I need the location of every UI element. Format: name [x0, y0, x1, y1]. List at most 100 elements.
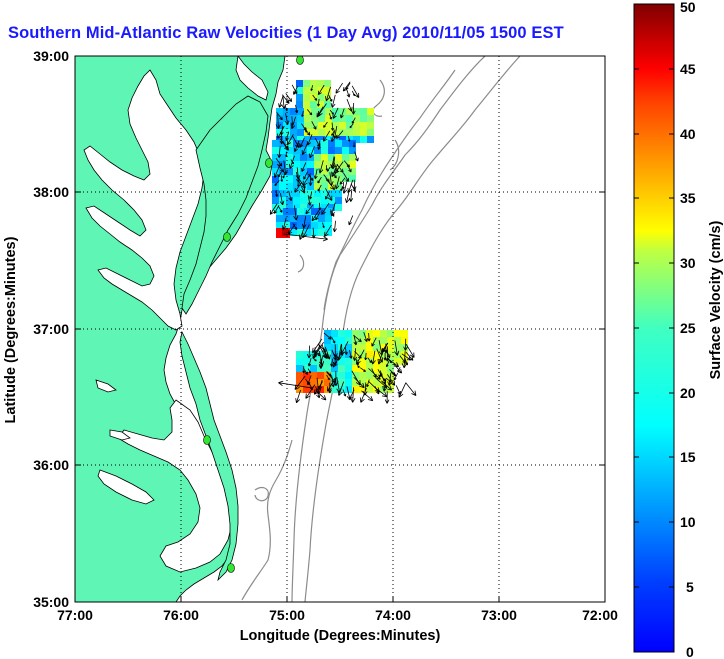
velocity-cell: [283, 222, 290, 229]
velocity-cell: [279, 204, 286, 211]
velocity-cell: [380, 337, 387, 344]
velocity-vector: [318, 160, 324, 174]
velocity-cell: [366, 386, 373, 393]
velocity-cell: [318, 222, 325, 229]
velocity-cell: [286, 197, 293, 204]
velocity-vector: [322, 347, 329, 359]
velocity-cell: [279, 161, 286, 168]
velocity-cell: [283, 215, 290, 222]
velocity-vector: [348, 136, 351, 142]
velocity-cell: [290, 108, 297, 115]
velocity-cell: [394, 330, 401, 337]
velocity-cell: [360, 136, 367, 143]
velocity-vector: [308, 174, 314, 181]
velocity-cell: [304, 222, 311, 229]
velocity-cell: [324, 337, 331, 344]
velocity-cell: [332, 136, 339, 143]
velocity-cell: [345, 372, 352, 379]
velocity-cell: [272, 161, 279, 168]
velocity-vector: [280, 175, 284, 182]
velocity-cell: [310, 386, 317, 393]
colorbar-ticks: [634, 3, 674, 588]
velocity-cell: [328, 183, 335, 190]
velocity-cell: [353, 108, 360, 115]
velocity-cell: [387, 379, 394, 386]
velocity-cell: [331, 358, 338, 365]
velocity-cell: [366, 365, 373, 372]
velocity-vector: [376, 378, 388, 389]
velocity-vector: [398, 382, 407, 398]
velocity-cell: [367, 129, 374, 136]
velocity-cell: [353, 115, 360, 122]
velocity-vector: [344, 347, 348, 355]
velocity-vector: [325, 86, 331, 102]
velocity-cell: [310, 372, 317, 379]
y-tick-label: 38:00: [33, 184, 69, 200]
velocity-cell: [325, 108, 332, 115]
velocity-vector: [380, 374, 386, 382]
velocity-vector: [315, 211, 321, 221]
colorbar-tick-label: 0: [686, 644, 694, 659]
velocity-cell: [345, 386, 352, 393]
velocity-cell: [324, 80, 331, 87]
velocity-cell: [297, 222, 304, 229]
velocity-cell: [324, 87, 331, 94]
map-gridlines: [75, 56, 605, 602]
velocity-cell: [300, 190, 307, 197]
velocity-cell: [359, 379, 366, 386]
velocity-cell: [307, 197, 314, 204]
velocity-cell: [335, 161, 342, 168]
velocity-cell: [367, 122, 374, 129]
velocity-cell: [310, 365, 317, 372]
velocity-vector: [323, 332, 332, 340]
velocity-cell: [321, 168, 328, 175]
velocity-cell: [300, 176, 307, 183]
velocity-cell: [304, 122, 311, 129]
velocity-vector: [326, 374, 330, 381]
velocity-vector: [389, 369, 396, 376]
velocity-cell: [346, 122, 353, 129]
velocity-vector: [326, 166, 331, 172]
velocity-cell: [300, 147, 307, 154]
velocity-cell: [367, 108, 374, 115]
velocity-vector: [346, 99, 353, 112]
velocity-vector: [301, 142, 309, 155]
velocity-vector: [309, 191, 313, 200]
velocity-cell: [380, 365, 387, 372]
colorbar-tick-label: 30: [680, 255, 696, 271]
velocity-cell: [380, 372, 387, 379]
velocity-vector: [345, 87, 351, 98]
velocity-cell: [349, 154, 356, 161]
velocity-cell: [360, 108, 367, 115]
velocity-cell: [290, 229, 297, 236]
velocity-cell: [272, 183, 279, 190]
velocity-vector: [354, 151, 359, 162]
velocity-cell: [293, 183, 300, 190]
velocity-cell: [279, 183, 286, 190]
velocity-vector: [277, 171, 282, 178]
velocity-vector: [281, 217, 287, 230]
velocity-cell: [359, 330, 366, 337]
velocity-cell: [328, 168, 335, 175]
bathymetry-contours: [241, 56, 521, 602]
velocity-cell: [297, 229, 304, 236]
velocity-cell: [380, 330, 387, 337]
velocity-cell: [328, 176, 335, 183]
velocity-cell: [272, 154, 279, 161]
velocity-cell: [346, 108, 353, 115]
velocity-cell: [352, 372, 359, 379]
velocity-cell: [332, 115, 339, 122]
velocity-cell: [293, 204, 300, 211]
velocity-cell: [272, 147, 279, 154]
velocity-cell: [339, 129, 346, 136]
velocity-cell: [359, 337, 366, 344]
velocity-cell: [303, 94, 310, 101]
velocity-cell: [290, 136, 297, 143]
velocity-vector: [367, 332, 371, 342]
velocity-vector: [277, 146, 282, 158]
velocity-cell: [314, 190, 321, 197]
velocity-vector: [283, 233, 328, 242]
velocity-vector: [274, 179, 280, 187]
velocity-cell: [279, 190, 286, 197]
velocity-cell: [286, 147, 293, 154]
